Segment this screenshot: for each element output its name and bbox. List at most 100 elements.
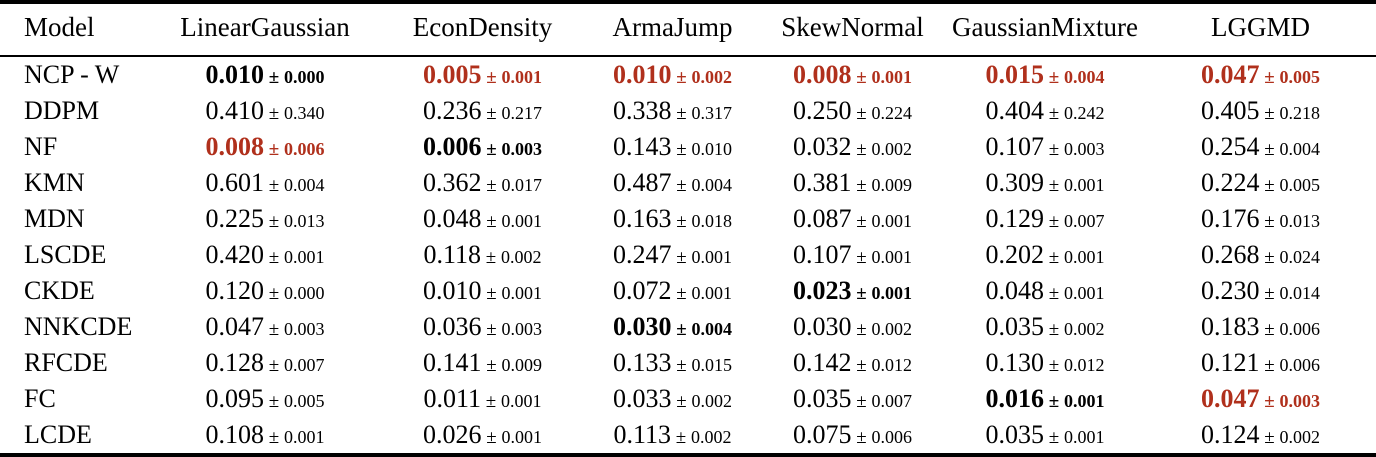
metric-value: 0.163 bbox=[613, 204, 672, 234]
plus-minus-symbol: ± bbox=[481, 283, 502, 304]
plus-minus-symbol: ± bbox=[671, 390, 692, 412]
metric-value: 0.143 bbox=[613, 132, 672, 162]
metric-value: 0.176 bbox=[1201, 204, 1260, 234]
metric-value: 0.236 bbox=[423, 96, 482, 126]
metric-error: 0.001 bbox=[691, 247, 732, 268]
metric-error: 0.001 bbox=[500, 390, 542, 411]
metric-value: 0.048 bbox=[423, 204, 482, 234]
model-name: KMN bbox=[24, 168, 85, 198]
metric-error: 0.013 bbox=[1279, 211, 1320, 232]
metric-error: 0.003 bbox=[1063, 139, 1105, 160]
metric-error: 0.004 bbox=[691, 175, 732, 196]
model-name: NNKCDE bbox=[24, 311, 133, 341]
plus-minus-symbol: ± bbox=[851, 103, 872, 125]
plus-minus-symbol: ± bbox=[1259, 103, 1280, 125]
metric-error: 0.006 bbox=[871, 426, 912, 447]
metric-error: 0.001 bbox=[1063, 247, 1105, 268]
metric-error: 0.001 bbox=[871, 67, 912, 88]
metric-cell: 0.130 ± 0.012 bbox=[945, 345, 1145, 381]
plus-minus-symbol: ± bbox=[264, 318, 284, 340]
plus-minus-symbol: ± bbox=[851, 247, 872, 269]
metric-cell: 0.163 ± 0.018 bbox=[585, 201, 760, 237]
metric-value: 0.113 bbox=[613, 419, 672, 449]
metric-cell: 0.202 ± 0.001 bbox=[945, 237, 1145, 273]
metric-cell: 0.113 ± 0.002 bbox=[585, 417, 760, 453]
metric-cell: 0.133 ± 0.015 bbox=[585, 345, 760, 381]
metric-cell: 0.224 ± 0.005 bbox=[1145, 165, 1376, 201]
metric-error: 0.340 bbox=[283, 103, 325, 124]
metric-value: 0.309 bbox=[985, 168, 1045, 198]
metric-error: 0.004 bbox=[691, 318, 732, 339]
metric-cell: 0.010 ± 0.000 bbox=[150, 56, 380, 93]
plus-minus-symbol: ± bbox=[1259, 211, 1280, 233]
metric-error: 0.002 bbox=[690, 426, 732, 447]
plus-minus-symbol: ± bbox=[481, 211, 502, 233]
metric-error: 0.000 bbox=[283, 67, 325, 88]
plus-minus-symbol: ± bbox=[481, 67, 502, 89]
metric-value: 0.035 bbox=[985, 311, 1045, 341]
plus-minus-symbol: ± bbox=[264, 247, 284, 269]
metric-cell: 0.048 ± 0.001 bbox=[380, 201, 585, 237]
metric-cell: 0.225 ± 0.013 bbox=[150, 201, 380, 237]
plus-minus-symbol: ± bbox=[264, 67, 284, 89]
metric-value: 0.047 bbox=[1201, 383, 1260, 413]
metric-cell: 0.107 ± 0.001 bbox=[760, 237, 945, 273]
metric-error: 0.017 bbox=[501, 175, 542, 196]
column-header-gaussianmixture: GaussianMixture bbox=[952, 12, 1138, 42]
metric-error: 0.001 bbox=[871, 283, 912, 303]
plus-minus-symbol: ± bbox=[851, 354, 872, 376]
plus-minus-symbol: ± bbox=[671, 426, 691, 448]
metric-value: 0.011 bbox=[423, 383, 482, 413]
metric-value: 0.008 bbox=[205, 132, 265, 162]
metric-error: 0.010 bbox=[691, 139, 732, 160]
metric-error: 0.224 bbox=[871, 103, 912, 124]
plus-minus-symbol: ± bbox=[1044, 103, 1064, 125]
metric-value: 0.107 bbox=[793, 240, 852, 270]
plus-minus-symbol: ± bbox=[1044, 175, 1064, 197]
metric-error: 0.004 bbox=[1279, 139, 1320, 160]
table-row: DDPM 0.410 ± 0.340 0.236 ± 0.217 0.338 ± 0.… bbox=[0, 93, 1376, 129]
table-row: NNKCDE 0.047 ± 0.003 0.036 ± 0.003 0.030 ± … bbox=[0, 309, 1376, 345]
metric-error: 0.007 bbox=[283, 354, 325, 375]
plus-minus-symbol: ± bbox=[481, 247, 501, 269]
metric-value: 0.107 bbox=[985, 132, 1045, 162]
header-row: Model LinearGaussian EconDensity ArmaJump Sk… bbox=[0, 4, 1376, 56]
metric-cell: 0.008 ± 0.001 bbox=[760, 56, 945, 93]
metric-error: 0.242 bbox=[1063, 103, 1105, 124]
metric-error: 0.001 bbox=[1063, 426, 1105, 447]
column-header-lineargaussian: LinearGaussian bbox=[180, 12, 350, 42]
metric-value: 0.250 bbox=[793, 96, 852, 126]
table-row: NF 0.008 ± 0.006 0.006 ± 0.003 0.143 ± 0.01… bbox=[0, 129, 1376, 165]
metric-cell: 0.230 ± 0.014 bbox=[1145, 273, 1376, 309]
metric-error: 0.009 bbox=[871, 175, 912, 196]
metric-value: 0.230 bbox=[1201, 276, 1260, 305]
table-body: NCP - W 0.010 ± 0.000 0.005 ± 0.001 0.010 ±… bbox=[0, 56, 1376, 453]
metric-error: 0.007 bbox=[1063, 211, 1105, 232]
metric-cell: 0.087 ± 0.001 bbox=[760, 201, 945, 237]
plus-minus-symbol: ± bbox=[1259, 318, 1280, 340]
table-row: NCP - W 0.010 ± 0.000 0.005 ± 0.001 0.010 ±… bbox=[0, 56, 1376, 93]
metric-error: 0.218 bbox=[1279, 103, 1320, 124]
metric-cell: 0.129 ± 0.007 bbox=[945, 201, 1145, 237]
plus-minus-symbol: ± bbox=[671, 67, 692, 89]
metric-value: 0.141 bbox=[423, 347, 482, 377]
metric-value: 0.225 bbox=[205, 204, 265, 234]
metric-error: 0.001 bbox=[1063, 390, 1105, 411]
metric-value: 0.130 bbox=[985, 347, 1045, 377]
metric-error: 0.009 bbox=[501, 354, 542, 375]
metric-cell: 0.023 ± 0.001 bbox=[760, 273, 945, 309]
plus-minus-symbol: ± bbox=[264, 390, 284, 412]
metric-error: 0.003 bbox=[283, 318, 325, 339]
metric-error: 0.005 bbox=[1279, 67, 1320, 88]
metric-value: 0.006 bbox=[423, 132, 482, 162]
table-row: RFCDE 0.128 ± 0.007 0.141 ± 0.009 0.133 ± 0… bbox=[0, 345, 1376, 381]
column-header-lggmd: LGGMD bbox=[1211, 12, 1310, 42]
metric-value: 0.362 bbox=[423, 168, 482, 198]
metric-value: 0.010 bbox=[613, 60, 672, 90]
metric-cell: 0.047 ± 0.005 bbox=[1145, 56, 1376, 93]
metric-cell: 0.036 ± 0.003 bbox=[380, 309, 585, 345]
metric-value: 0.048 bbox=[985, 276, 1045, 305]
plus-minus-symbol: ± bbox=[671, 103, 692, 125]
metric-cell: 0.032 ± 0.002 bbox=[760, 129, 945, 165]
